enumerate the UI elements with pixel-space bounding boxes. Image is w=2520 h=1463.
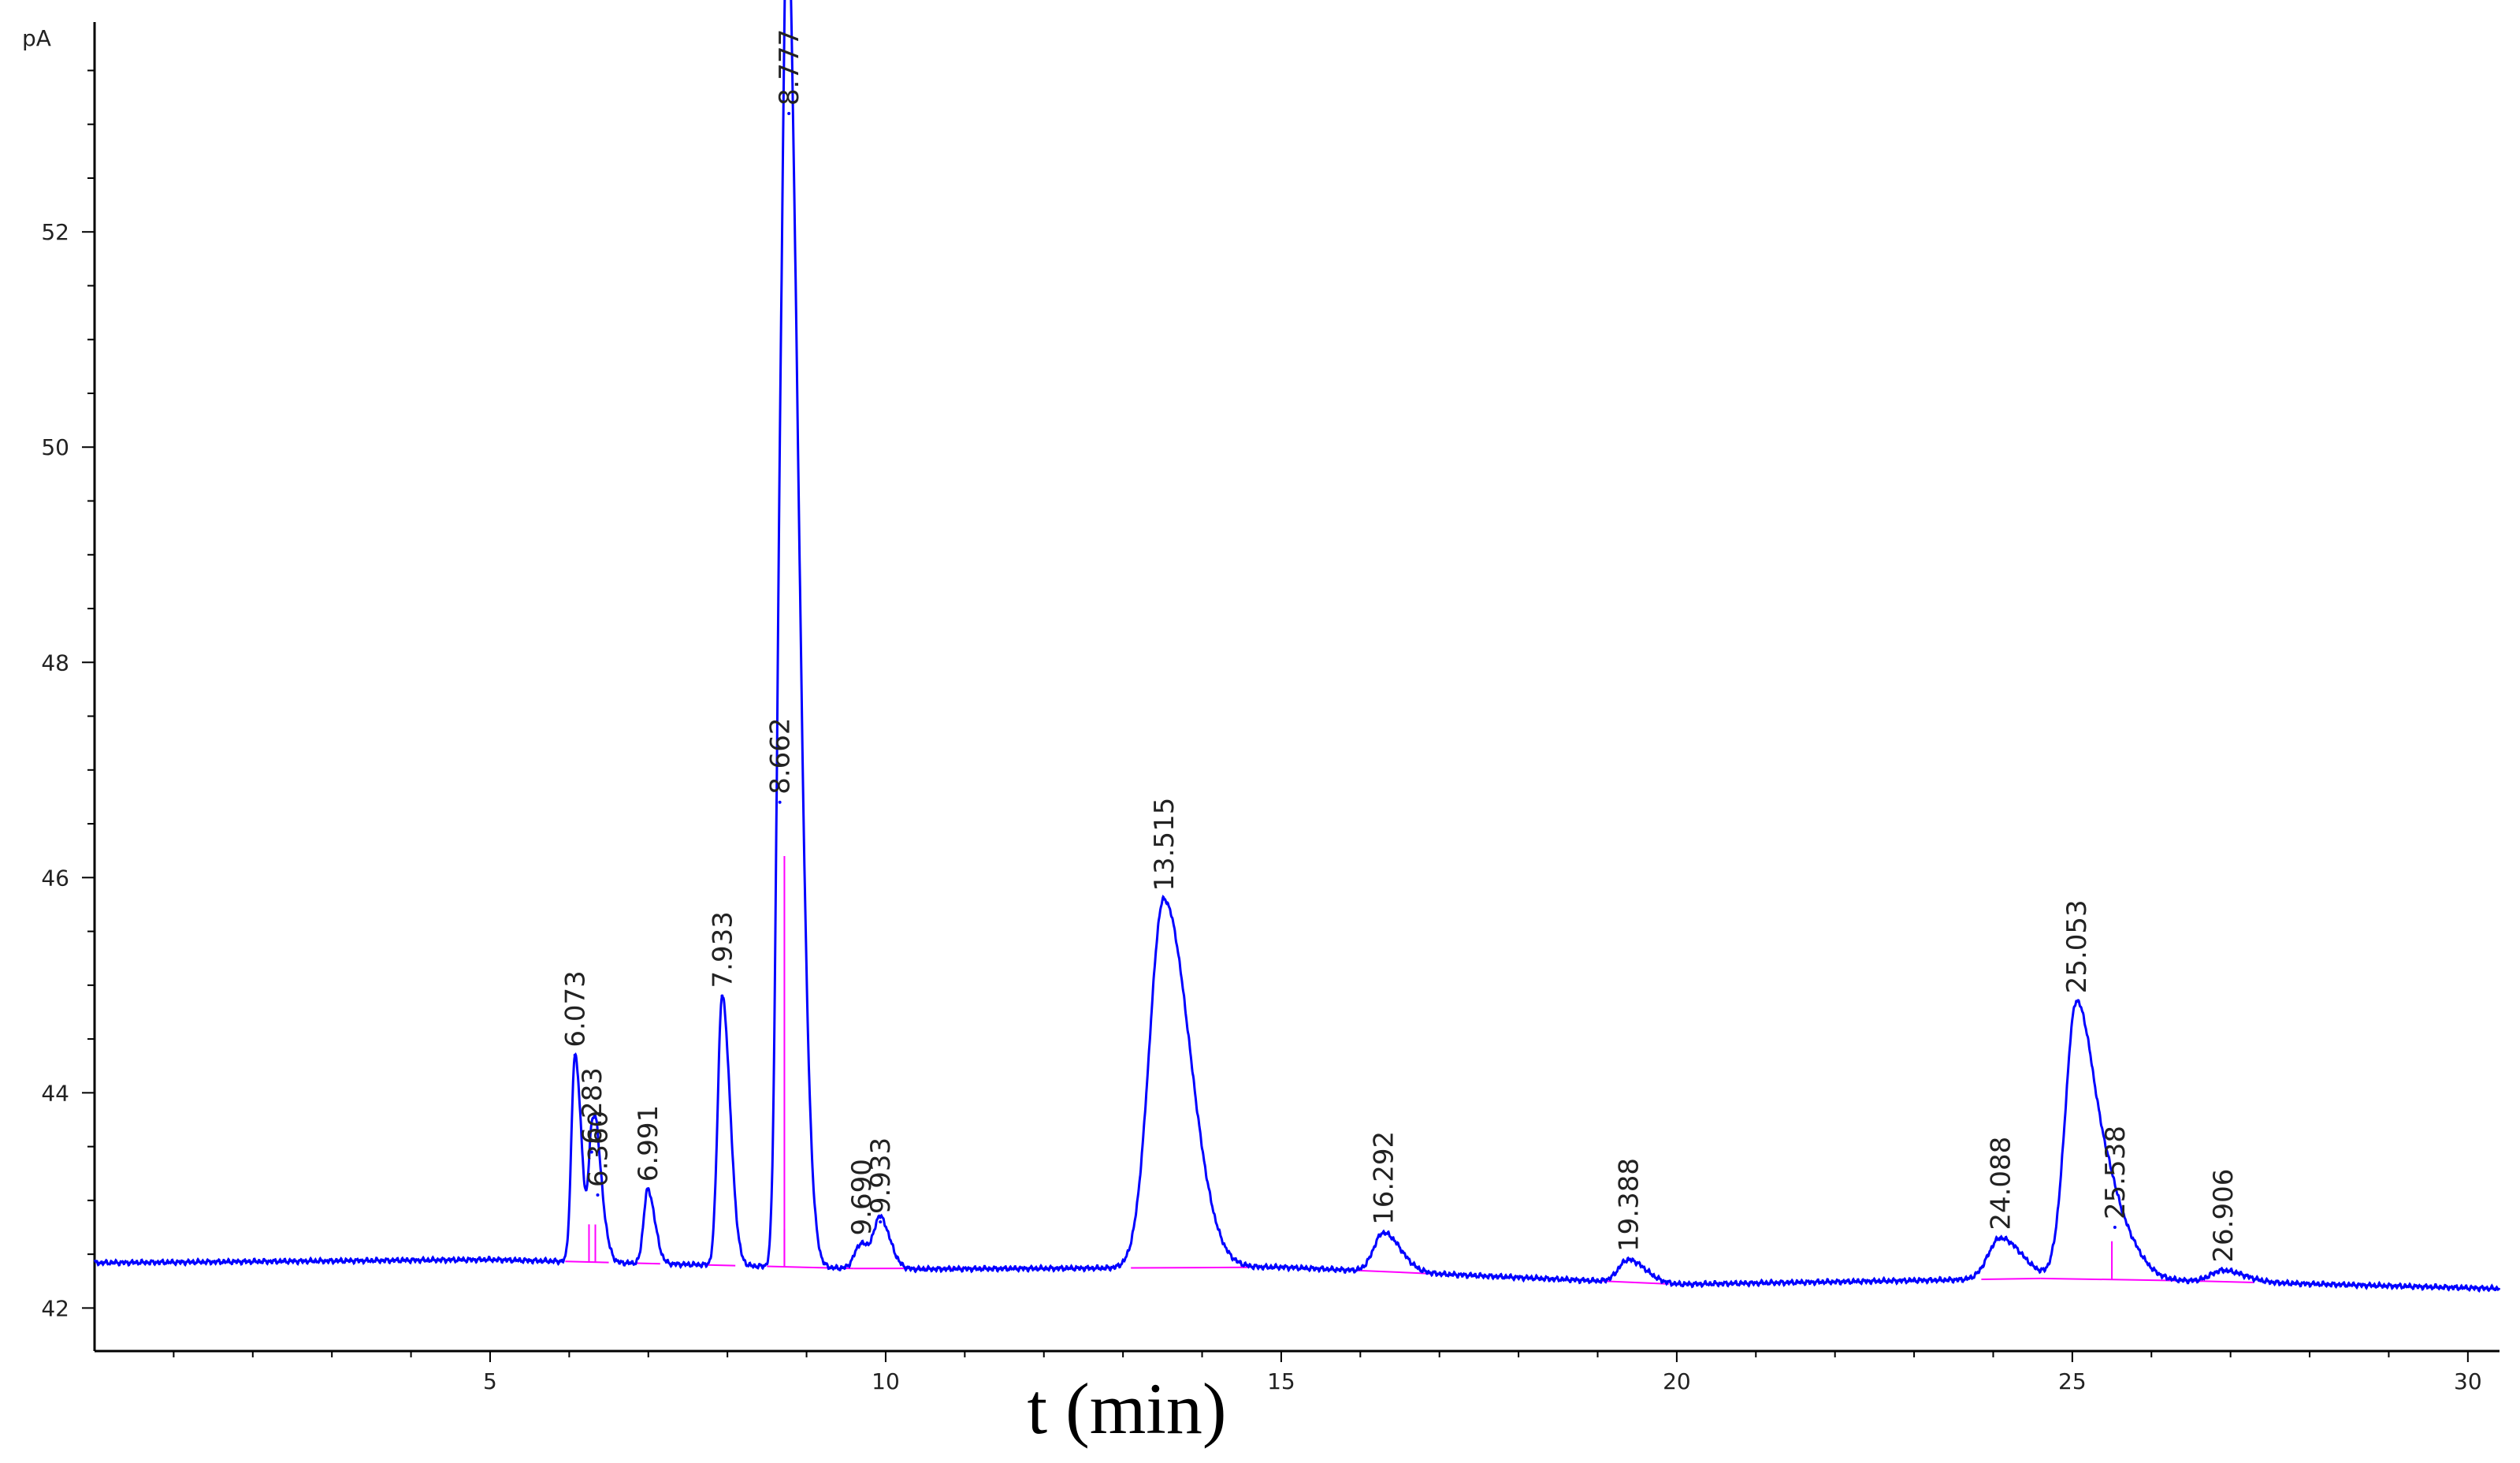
peak-apex-point	[1998, 1236, 2002, 1240]
peak-label: 9.690	[846, 1159, 878, 1235]
peak-label: 24.088	[1985, 1137, 2016, 1230]
peak-apex-point	[720, 994, 724, 998]
peak-apex-point	[645, 1188, 649, 1192]
peak-label: 8.662	[765, 717, 797, 794]
signal-layer	[93, 0, 2501, 1294]
peak-label: 16.292	[1369, 1131, 1400, 1225]
peak-apex-point	[787, 112, 791, 116]
peak-apex-point	[589, 1150, 593, 1154]
y-tick-label: 42	[41, 1295, 69, 1321]
peak-label: 25.053	[2061, 899, 2093, 993]
x-tick-label: 15	[1267, 1368, 1295, 1394]
signal-trace	[93, 0, 2501, 1294]
y-tick-label: 44	[41, 1080, 69, 1106]
y-tick-label: 52	[41, 219, 69, 245]
peak-label: 7.933	[707, 911, 738, 988]
peak-apex-point	[596, 1193, 600, 1197]
integration-baseline	[565, 1260, 609, 1264]
peak-apex-point	[1162, 897, 1165, 901]
peak-label: 9.933	[865, 1137, 897, 1214]
peak-label: 13.515	[1149, 798, 1180, 892]
peak-apex-point	[573, 1053, 577, 1057]
peak-label: 26.906	[2208, 1169, 2239, 1263]
y-tick-label: 46	[41, 865, 69, 891]
peak-label: 8.777	[774, 29, 805, 106]
peak-label: 6.283	[577, 1067, 608, 1144]
x-axis-label: t (min)	[1028, 1368, 1227, 1449]
y-unit-label: pA	[22, 25, 51, 51]
integration-baseline	[2040, 1277, 2184, 1282]
x-tick-label: 20	[1663, 1368, 1691, 1394]
axes: 5 10 15 20 25 30 42 44 46 48 50 52	[41, 22, 2500, 1394]
x-tick-label: 5	[483, 1368, 497, 1394]
peak-label: 6.360	[583, 1111, 615, 1187]
peak-label: 25.538	[2100, 1126, 2132, 1219]
y-tick-label: 48	[41, 650, 69, 676]
peak-label: 6.073	[560, 970, 592, 1047]
y-tick-label: 50	[41, 434, 69, 460]
integration-baseline	[708, 1264, 736, 1267]
peak-apex-point	[879, 1220, 883, 1224]
peak-apex-point	[2113, 1226, 2117, 1230]
peak-apex-point	[2075, 1000, 2079, 1003]
x-tick-label: 30	[2454, 1368, 2482, 1394]
x-tick-label: 25	[2058, 1368, 2087, 1394]
peak-apex-point	[1626, 1257, 1630, 1261]
integration-baseline	[1352, 1269, 1432, 1275]
peak-apex-point	[778, 800, 782, 804]
x-tick-label: 10	[872, 1368, 900, 1394]
peak-apex-point	[2221, 1268, 2225, 1272]
peak-label: 19.388	[1613, 1158, 1645, 1252]
peak-label: 6.991	[633, 1105, 664, 1182]
peak-apex-point	[1381, 1230, 1385, 1234]
peak-apex-point	[859, 1242, 863, 1245]
